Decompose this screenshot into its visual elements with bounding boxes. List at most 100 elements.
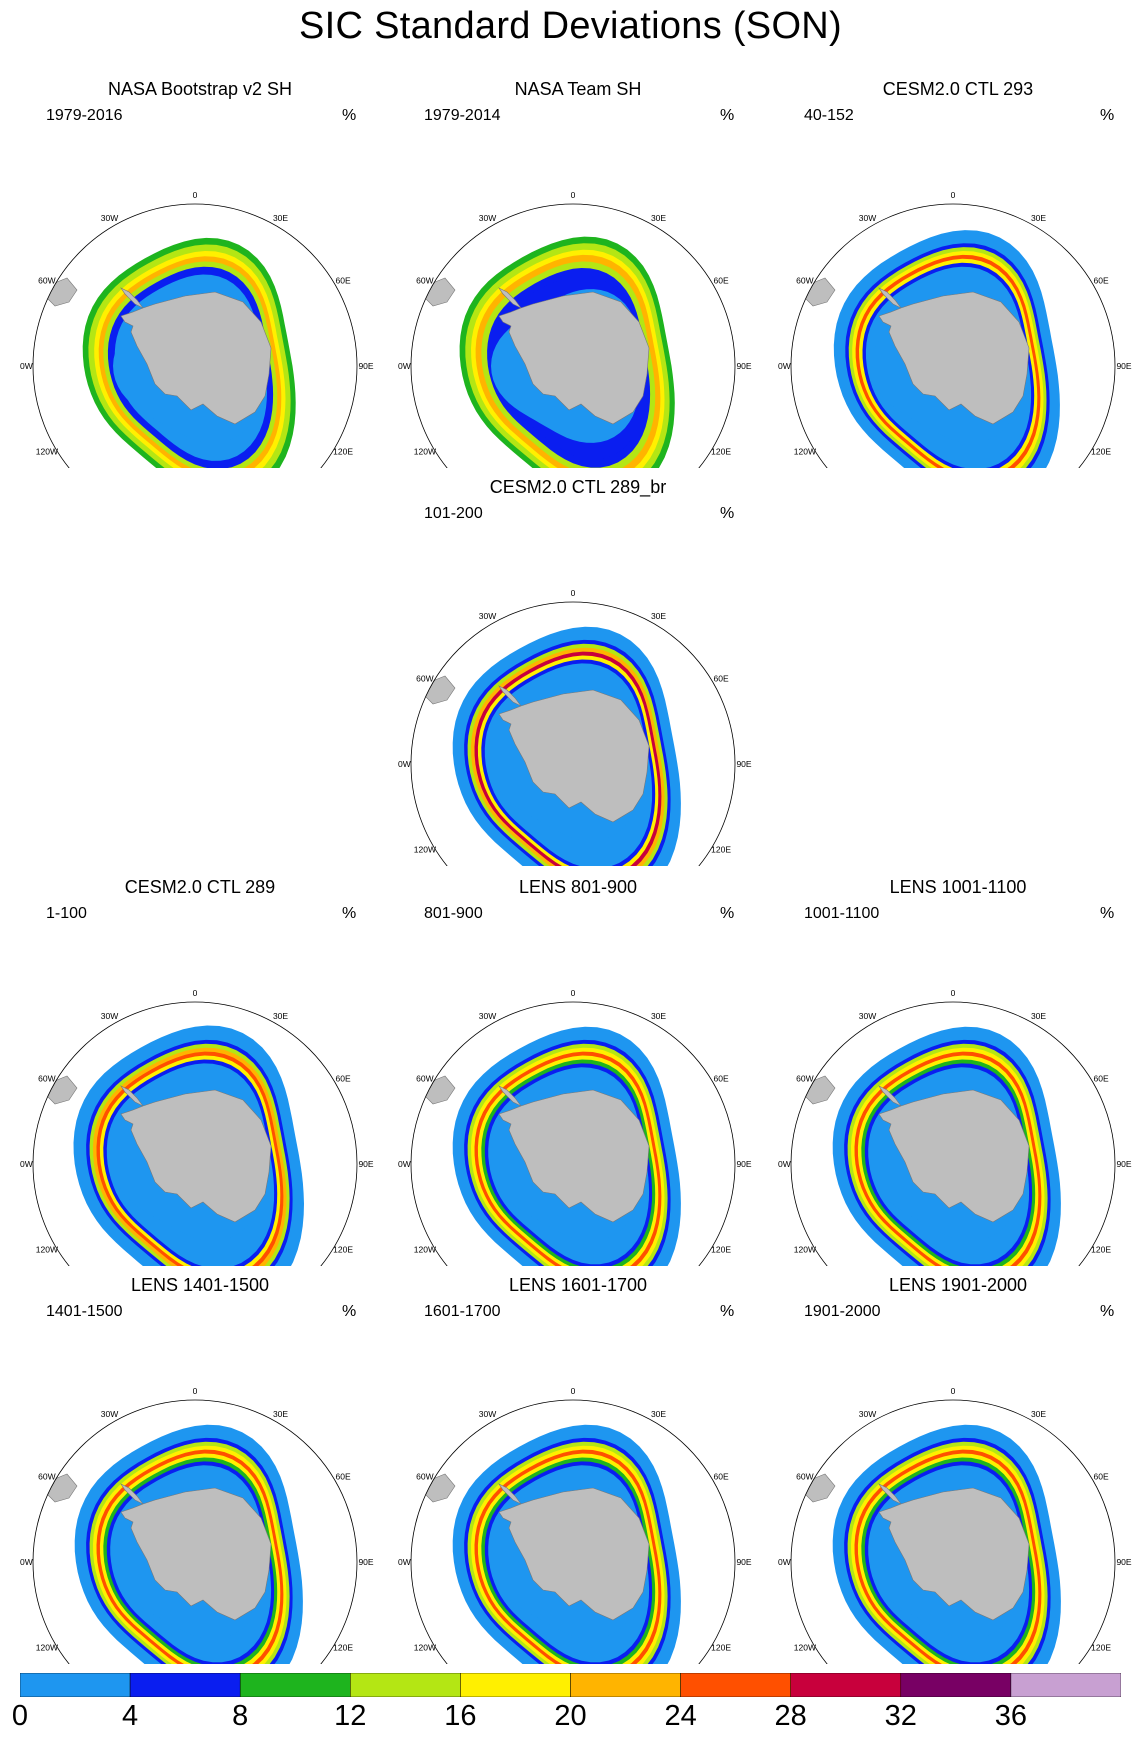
longitude-label: 60W (416, 674, 433, 684)
longitude-label: 30W (101, 1011, 118, 1021)
map-frame (410, 1399, 736, 1664)
longitude-label: 90E (1116, 361, 1131, 371)
longitude-label: 60E (714, 1074, 729, 1084)
colorbar (20, 1673, 1121, 1697)
panel-unit: % (720, 905, 735, 922)
panel-title: LENS 1401-1500 (130, 1275, 270, 1295)
antarctica-land (44, 1075, 272, 1223)
colorbar-label: 36 (994, 1700, 1028, 1732)
longitude-label: 0 (951, 190, 956, 200)
colorbar-label: 32 (884, 1700, 917, 1732)
map-panel: 030E60E90E120E150E180150W120W90W60W30WLE… (778, 876, 1138, 1266)
panel-unit: % (342, 107, 357, 124)
longitude-label: 60W (416, 1472, 433, 1482)
map-panel: 030E60E90E120E150E180150W120W90W60W30WNA… (398, 78, 758, 468)
longitude-label: 0 (193, 190, 198, 200)
longitude-label: 0 (951, 1386, 956, 1396)
colorbar-label: 12 (334, 1700, 367, 1732)
longitude-label: 90E (736, 1557, 751, 1567)
longitude-label: 60W (38, 1472, 55, 1482)
longitude-label: 60W (416, 276, 433, 286)
antarctica-land (422, 277, 650, 425)
map-panel: 030E60E90E120E150E180150W120W90W60W30WLE… (398, 1274, 758, 1664)
colorbar-segment (790, 1673, 902, 1697)
longitude-label: 120W (794, 1643, 816, 1653)
longitude-label: 90W (398, 1159, 411, 1169)
map-panel: 030E60E90E120E150E180150W120W90W60W30WCE… (20, 876, 380, 1266)
polar-map: 030E60E90E120E150E180150W120W90W60W30W (398, 988, 752, 1266)
panel-period: 801-900 (424, 905, 483, 922)
longitude-label: 0 (571, 988, 576, 998)
longitude-label: 90E (358, 1557, 373, 1567)
longitude-label: 30E (273, 1409, 288, 1419)
longitude-label: 90W (778, 1159, 791, 1169)
longitude-label: 30W (479, 213, 496, 223)
longitude-label: 120E (333, 1245, 353, 1255)
panel-period: 1901-2000 (804, 1303, 881, 1320)
map-frame (790, 1399, 1116, 1664)
longitude-label: 60E (1094, 1074, 1109, 1084)
antarctica-land (802, 277, 1030, 425)
polar-map: 030E60E90E120E150E180150W120W90W60W30W (778, 988, 1132, 1266)
longitude-label: 30E (651, 611, 666, 621)
longitude-label: 60E (336, 1472, 351, 1482)
longitude-label: 60W (796, 1074, 813, 1084)
longitude-label: 120W (794, 1245, 816, 1255)
longitude-label: 60E (336, 1074, 351, 1084)
panel-title: CESM2.0 CTL 289_br (489, 477, 667, 497)
longitude-label: 60E (336, 276, 351, 286)
longitude-label: 60E (714, 1472, 729, 1482)
longitude-label: 60E (1094, 276, 1109, 286)
panel-title: LENS 1601-1700 (508, 1275, 648, 1295)
longitude-label: 90E (358, 1159, 373, 1169)
colorbar-segment (1010, 1673, 1121, 1697)
colorbar-segment (129, 1673, 241, 1697)
map-panel: 030E60E90E120E150E180150W120W90W60W30WCE… (778, 78, 1138, 468)
map-frame (790, 203, 1116, 468)
longitude-label: 30W (101, 213, 118, 223)
longitude-label: 60W (796, 276, 813, 286)
panel-period: 1601-1700 (424, 1303, 501, 1320)
map-panel: 030E60E90E120E150E180150W120W90W60W30WLE… (20, 1274, 380, 1664)
longitude-label: 60E (1094, 1472, 1109, 1482)
longitude-label: 90W (20, 361, 33, 371)
panel-title: LENS 801-900 (518, 877, 638, 897)
colorbar-label: 4 (122, 1700, 139, 1732)
panel-period: 1001-1100 (804, 905, 880, 922)
colorbar-segment (20, 1673, 131, 1697)
longitude-label: 90W (20, 1557, 33, 1567)
longitude-label: 90E (1116, 1557, 1131, 1567)
longitude-label: 30W (479, 1409, 496, 1419)
longitude-label: 120E (711, 845, 731, 855)
map-frame (32, 203, 358, 468)
colorbar-segment (460, 1673, 571, 1697)
longitude-label: 30W (479, 611, 496, 621)
longitude-label: 120E (1091, 1643, 1111, 1653)
panel-period: 1979-2014 (424, 107, 501, 124)
longitude-label: 120W (414, 447, 436, 457)
longitude-label: 0 (193, 1386, 198, 1396)
colorbar-label: 28 (774, 1700, 807, 1732)
longitude-label: 30W (101, 1409, 118, 1419)
polar-map: 030E60E90E120E150E180150W120W90W60W30W (778, 190, 1132, 468)
longitude-label: 120E (333, 447, 353, 457)
map-frame (410, 1001, 736, 1266)
longitude-label: 120E (711, 1245, 731, 1255)
longitude-label: 120E (1091, 1245, 1111, 1255)
longitude-label: 90W (398, 361, 411, 371)
longitude-label: 30E (1031, 1409, 1046, 1419)
map-frame (32, 1001, 358, 1266)
longitude-label: 90W (398, 759, 411, 769)
polar-map: 030E60E90E120E150E180150W120W90W60W30W (398, 190, 752, 468)
panel-title: CESM2.0 CTL 293 (882, 79, 1034, 99)
longitude-label: 90W (778, 361, 791, 371)
longitude-label: 30E (273, 1011, 288, 1021)
longitude-label: 90E (1116, 1159, 1131, 1169)
longitude-label: 90W (398, 1557, 411, 1567)
polar-map: 030E60E90E120E150E180150W120W90W60W30W (20, 988, 374, 1266)
longitude-label: 60E (714, 276, 729, 286)
longitude-label: 30W (859, 1011, 876, 1021)
antarctica-land (422, 1473, 650, 1621)
longitude-label: 90E (736, 1159, 751, 1169)
colorbar-label: 16 (444, 1700, 477, 1732)
